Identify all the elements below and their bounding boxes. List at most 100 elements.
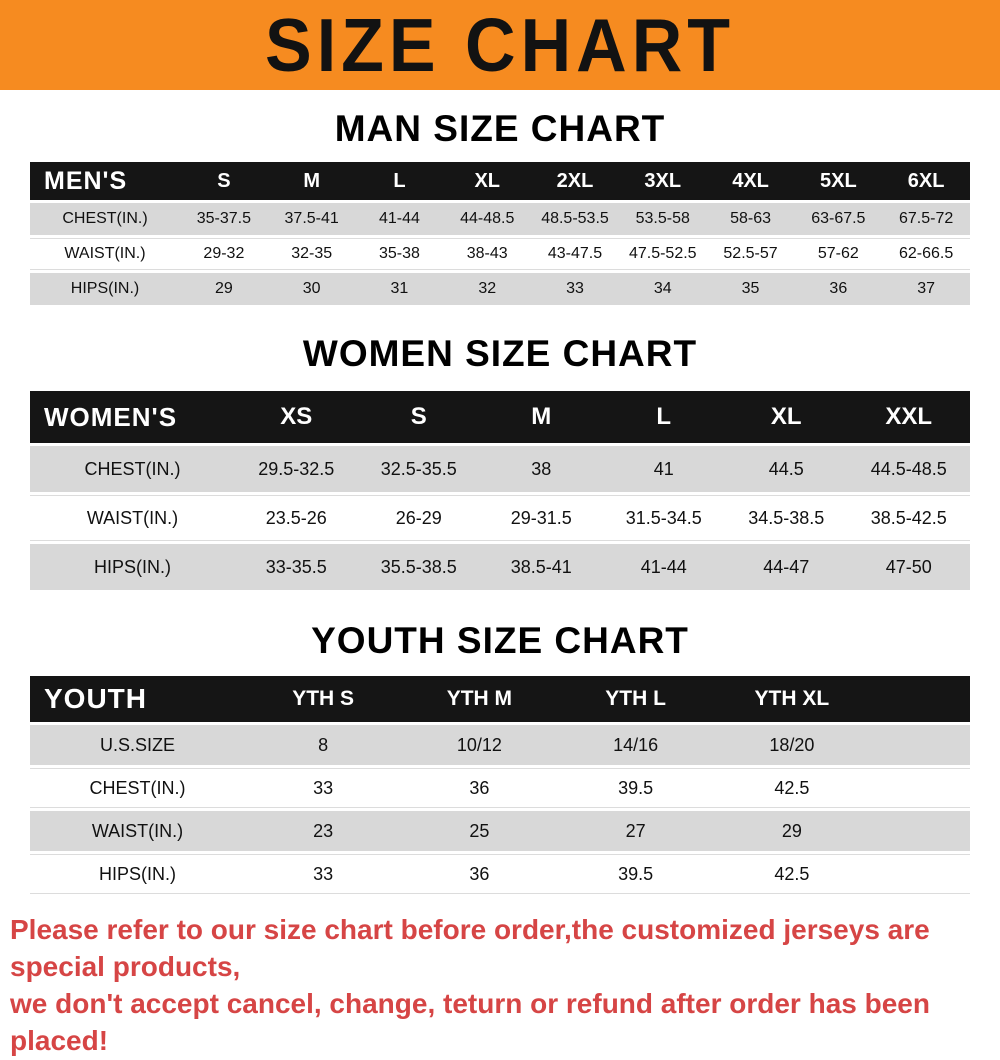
size-cell: 41 (653, 458, 674, 479)
column-header: 5XL (819, 169, 857, 192)
size-cell: 32 (478, 280, 497, 297)
column-header: YTH L (605, 687, 666, 710)
row-label: HIPS(IN.) (93, 556, 171, 577)
size-cell: 29-32 (203, 245, 245, 262)
column-header: 2XL (556, 169, 594, 192)
size-cell: 62-66.5 (898, 245, 954, 262)
men-section-heading: MAN SIZE CHART (334, 108, 666, 149)
column-header: 6XL (907, 169, 945, 192)
size-cell: 29.5-32.5 (258, 458, 335, 479)
size-cell: 38.5-41 (510, 556, 572, 577)
size-cell: 52.5-57 (723, 245, 778, 262)
size-cell: 57-62 (817, 245, 859, 262)
size-cell: 29 (781, 820, 802, 841)
row-label: CHEST(IN.) (89, 777, 186, 798)
youth-section-heading: YOUTH SIZE CHART (311, 620, 689, 661)
column-header: XL (770, 403, 802, 430)
women-chest-row: CHEST(IN.) 29.5-32.5 32.5-35.5 38 41 44.… (30, 446, 970, 492)
size-cell: 23.5-26 (265, 507, 327, 528)
women-hips-row: HIPS(IN.) 33-35.5 35.5-38.5 38.5-41 41-4… (30, 544, 970, 590)
women-waist-row: WAIST(IN.) 23.5-26 26-29 29-31.5 31.5-34… (30, 495, 970, 541)
size-cell: 39.5 (618, 777, 654, 798)
size-cell: 33 (313, 863, 334, 884)
size-cell: 26-29 (395, 507, 442, 528)
column-header: L (393, 169, 406, 192)
size-cell: 33-35.5 (265, 556, 327, 577)
column-header: 3XL (644, 169, 682, 192)
size-cell: 38-43 (466, 245, 508, 262)
size-cell: 32-35 (291, 245, 333, 262)
size-cell: 35-37.5 (196, 210, 252, 227)
size-cell: 29 (214, 280, 233, 297)
row-label: CHEST(IN.) (62, 210, 148, 227)
size-cell: 39.5 (618, 863, 654, 884)
size-cell: 38 (531, 458, 552, 479)
size-cell: 38.5-42.5 (870, 507, 947, 528)
size-cell: 44-47 (763, 556, 810, 577)
size-cell: 29-31.5 (510, 507, 572, 528)
size-cell: 63-67.5 (811, 210, 866, 227)
row-label: U.S.SIZE (99, 734, 175, 755)
youth-chest-row: CHEST(IN.) 33 36 39.5 42.5 (30, 768, 970, 808)
banner-title: SIZE CHART (265, 2, 735, 88)
size-cell: 43-47.5 (547, 245, 603, 262)
size-cell: 41-44 (640, 556, 687, 577)
size-cell: 47.5-52.5 (628, 245, 697, 262)
size-cell: 35-38 (378, 245, 420, 262)
size-cell: 10/12 (456, 734, 502, 755)
size-cell: 18/20 (769, 734, 815, 755)
size-cell: 36 (469, 777, 490, 798)
size-cell: 30 (302, 280, 321, 297)
row-label: WAIST(IN.) (64, 245, 146, 262)
size-cell: 37.5-41 (284, 210, 339, 227)
size-cell: 44.5-48.5 (870, 458, 947, 479)
size-cell: 34 (653, 280, 672, 297)
size-cell: 34.5-38.5 (748, 507, 825, 528)
order-notice: Please refer to our size chart before or… (10, 912, 990, 1060)
size-cell: 35.5-38.5 (380, 556, 457, 577)
men-table-label: MEN'S (44, 166, 128, 195)
column-header: YTH M (446, 687, 513, 710)
row-label: CHEST(IN.) (84, 458, 181, 479)
order-notice-line-2: we don't accept cancel, change, teturn o… (10, 987, 930, 1056)
size-cell: 41-44 (378, 210, 420, 227)
youth-hips-row: HIPS(IN.) 33 36 39.5 42.5 (30, 854, 970, 894)
size-cell: 25 (469, 820, 490, 841)
youth-table-label: YOUTH (44, 683, 147, 714)
size-cell: 14/16 (613, 734, 659, 755)
column-header: XS (280, 403, 313, 430)
size-cell: 58-63 (730, 210, 771, 227)
row-label: WAIST(IN.) (86, 507, 179, 528)
size-cell: 33 (566, 280, 584, 297)
row-label: WAIST(IN.) (91, 820, 184, 841)
size-cell: 67.5-72 (898, 210, 954, 227)
size-cell: 31.5-34.5 (625, 507, 702, 528)
size-cell: 35 (741, 280, 760, 297)
size-cell: 31 (390, 280, 409, 297)
women-size-table: WOMEN'S XS S M L XL XXL CHEST(IN.) 29.5-… (30, 391, 970, 590)
size-cell: 33 (313, 777, 334, 798)
size-cell: 44.5 (768, 458, 804, 479)
size-cell: 47-50 (885, 556, 932, 577)
size-cell: 42.5 (774, 863, 810, 884)
size-cell: 36 (469, 863, 490, 884)
men-chest-row: CHEST(IN.) 35-37.5 37.5-41 41-44 44-48.5… (30, 203, 970, 235)
women-table-label: WOMEN'S (44, 401, 178, 432)
men-size-chart-section: MAN SIZE CHART MEN'S S M L XL 2XL 3XL 4X… (0, 108, 1000, 305)
men-size-table: MEN'S S M L XL 2XL 3XL 4XL 5XL 6XL CHEST… (30, 162, 970, 305)
column-header: 4XL (732, 169, 769, 192)
women-section-heading: WOMEN SIZE CHART (302, 333, 698, 374)
size-cell: 37 (917, 280, 935, 297)
banner: SIZE CHART (0, 0, 1000, 90)
size-cell: 48.5-53.5 (541, 210, 609, 227)
size-cell: 23 (313, 820, 334, 841)
women-table-header-row: WOMEN'S XS S M L XL XXL (30, 391, 970, 443)
column-header: XL (474, 169, 500, 192)
youth-table-header-row: YOUTH YTH S YTH M YTH L YTH XL (30, 676, 970, 722)
row-label: HIPS(IN.) (98, 863, 176, 884)
size-cell: 27 (625, 820, 646, 841)
men-waist-row: WAIST(IN.) 29-32 32-35 35-38 38-43 43-47… (30, 238, 970, 270)
column-header: L (656, 403, 672, 430)
column-header: YTH XL (754, 687, 830, 710)
